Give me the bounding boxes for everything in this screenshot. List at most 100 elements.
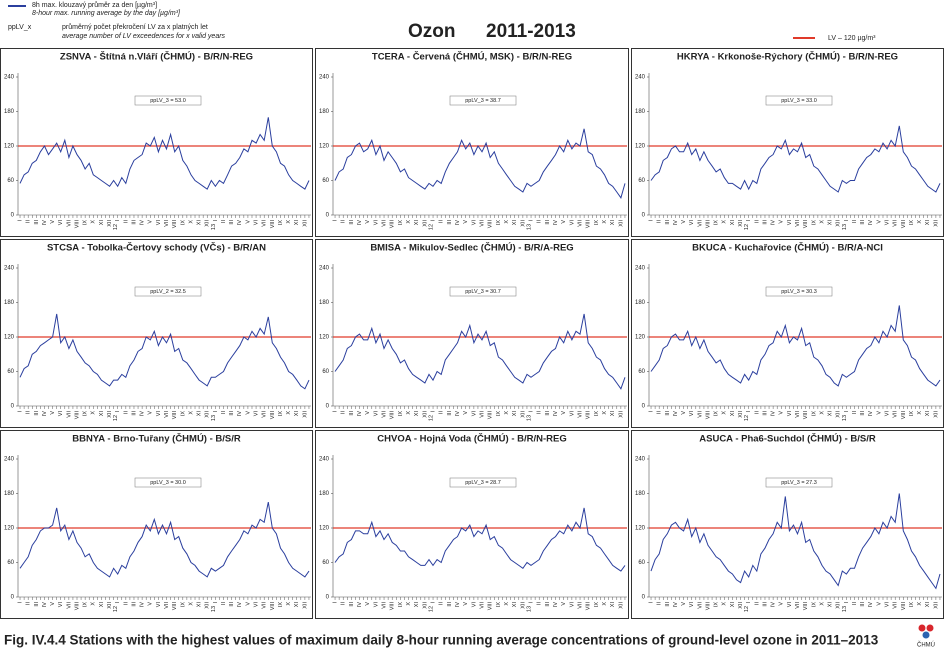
annotation-box xyxy=(134,477,202,488)
x-tick-label: V xyxy=(245,220,251,224)
y-tick-label: 180 xyxy=(319,300,330,306)
x-tick-label: III xyxy=(447,411,453,416)
annotation: ppLV_3 = 30.3 xyxy=(781,289,817,295)
x-tick-label: XI xyxy=(512,220,518,226)
x-tick-label: X xyxy=(602,411,608,415)
annotation-box xyxy=(765,477,833,488)
x-tick-label: II xyxy=(439,411,445,415)
x-tick-label: X xyxy=(188,220,194,224)
x-tick-label: III xyxy=(860,411,866,416)
year-label: 12 xyxy=(744,415,750,421)
y-tick-label: 120 xyxy=(635,335,646,341)
x-tick-label: I xyxy=(213,602,219,604)
y-tick-label: 240 xyxy=(319,457,330,463)
y-tick-label: 60 xyxy=(7,369,14,375)
x-tick-label: III xyxy=(545,220,551,225)
annotation: ppLV_3 = 30.0 xyxy=(150,480,186,486)
x-tick-label: III xyxy=(447,220,453,225)
x-tick-label: VIII xyxy=(705,411,711,420)
x-tick-label: IV xyxy=(237,411,243,417)
x-tick-label: I xyxy=(115,220,121,222)
panel-title: ZSNVA - Štítná n.Vláří (ČHMÚ) - B/R/N-RE… xyxy=(60,51,253,63)
x-tick-label: VIII xyxy=(390,411,396,420)
x-tick-label: VII xyxy=(697,411,703,418)
annotation-box xyxy=(134,95,202,106)
x-tick-label: V xyxy=(681,602,687,606)
x-tick-label: IV xyxy=(673,602,679,608)
panel-title: HKRYA - Krkonoše-Rýchory (ČHMÚ) - B/R/N-… xyxy=(677,51,898,63)
x-tick-label: VII xyxy=(66,220,72,227)
panel-title: CHVOA - Hojná Voda (ČHMÚ) - B/R/N-REG xyxy=(377,433,566,445)
x-tick-label: XII xyxy=(520,220,526,227)
data-line xyxy=(19,502,310,578)
x-tick-label: XII xyxy=(618,602,624,609)
x-tick-label: VII xyxy=(795,220,801,227)
y-tick-label: 120 xyxy=(635,144,646,150)
y-tick-label: 180 xyxy=(635,491,646,497)
x-tick-label: VIII xyxy=(488,411,494,420)
x-tick-label: III xyxy=(665,411,671,416)
x-tick-label: I xyxy=(332,602,338,604)
y-tick-label: 240 xyxy=(635,457,646,463)
x-tick-label: VI xyxy=(373,411,379,417)
period: 2011-2013 xyxy=(486,21,576,42)
y-tick-label: 180 xyxy=(635,109,646,115)
x-tick-label: VI xyxy=(156,220,162,226)
x-tick-label: III xyxy=(447,602,453,607)
year-label: 13 xyxy=(842,606,848,612)
x-tick-label: III xyxy=(229,411,235,416)
x-tick-label: VII xyxy=(164,602,170,609)
x-tick-label: X xyxy=(819,602,825,606)
legend-text: průměrný počet překročení LV za x platný… xyxy=(62,23,208,31)
x-tick-label: V xyxy=(50,411,56,415)
x-tick-label: I xyxy=(844,411,850,413)
x-tick-label: V xyxy=(779,411,785,415)
x-tick-label: I xyxy=(648,220,654,222)
y-tick-label: 0 xyxy=(642,595,646,601)
legend-text-en: 8-hour max. running average by the day [… xyxy=(32,10,181,17)
y-tick-label: 180 xyxy=(635,300,646,306)
x-tick-label: X xyxy=(504,602,510,606)
x-tick-label: IX xyxy=(594,220,600,226)
annotation: ppLV_3 = 27.3 xyxy=(781,480,817,486)
x-tick-label: IX xyxy=(83,602,89,608)
x-tick-label: V xyxy=(148,220,154,224)
x-tick-label: IV xyxy=(868,220,874,226)
x-tick-label: II xyxy=(754,411,760,415)
y-tick-label: 240 xyxy=(4,266,15,272)
x-tick-label: VII xyxy=(262,602,268,609)
x-tick-label: X xyxy=(602,220,608,224)
x-tick-label: VIII xyxy=(803,411,809,420)
x-tick-label: VIII xyxy=(172,411,178,420)
x-tick-label: II xyxy=(657,602,663,606)
x-tick-label: III xyxy=(131,411,137,416)
year-label: 13 xyxy=(526,415,532,421)
x-tick-label: IV xyxy=(553,602,559,608)
x-tick-label: XI xyxy=(925,220,931,226)
x-tick-label: X xyxy=(917,602,923,606)
legend-text: 8h max. klouzavý průměr za den [µg/m³] xyxy=(32,1,157,9)
x-tick-label: V xyxy=(779,602,785,606)
x-tick-label: VI xyxy=(689,411,695,417)
x-tick-label: XI xyxy=(294,602,300,608)
panel-title: BKUCA - Kuchařovice (ČHMÚ) - B/R/A-NCI xyxy=(692,242,883,254)
x-tick-label: II xyxy=(754,220,760,224)
x-tick-label: XII xyxy=(302,220,308,227)
x-tick-label: IV xyxy=(140,602,146,608)
x-tick-label: VI xyxy=(58,411,64,417)
y-tick-label: 60 xyxy=(322,178,329,184)
x-tick-label: VII xyxy=(577,411,583,418)
x-tick-label: V xyxy=(681,220,687,224)
annotation: ppLV_3 = 33.0 xyxy=(781,98,817,104)
x-tick-label: III xyxy=(229,602,235,607)
x-tick-label: VII xyxy=(795,602,801,609)
x-tick-label: II xyxy=(657,411,663,415)
panel-title: BMISA - Mikulov-Sedlec (ČHMÚ) - B/R/A-RE… xyxy=(370,242,573,254)
x-tick-label: V xyxy=(876,220,882,224)
annotation-box xyxy=(134,286,202,297)
x-tick-label: X xyxy=(917,411,923,415)
y-tick-label: 60 xyxy=(7,560,14,566)
x-tick-label: X xyxy=(406,411,412,415)
x-tick-label: X xyxy=(91,602,97,606)
x-tick-label: III xyxy=(34,602,40,607)
